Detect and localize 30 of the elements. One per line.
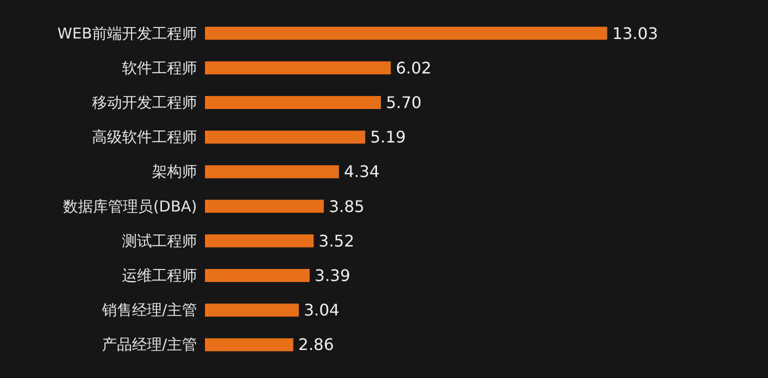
data-label: 5.19 [370, 128, 406, 147]
data-label: 13.03 [612, 24, 658, 43]
bar [205, 234, 314, 248]
data-label: 4.34 [344, 162, 380, 182]
y-tick-label: 测试工程师 [122, 232, 197, 250]
y-tick-label: 软件工程师 [122, 58, 197, 77]
data-label: 3.04 [304, 300, 340, 320]
data-label: 3.85 [328, 196, 364, 216]
bar [205, 338, 294, 352]
bar [205, 130, 366, 144]
y-tick-label: 运维工程师 [122, 266, 197, 284]
bar [205, 304, 299, 317]
data-label: 2.86 [298, 335, 334, 354]
y-tick-label: 产品经理/主管 [102, 336, 197, 354]
bar [205, 26, 608, 40]
bar [205, 269, 310, 282]
data-label: 3.52 [318, 231, 354, 250]
y-tick-label: 销售经理/主管 [100, 301, 197, 320]
data-label: 6.02 [396, 58, 432, 78]
data-label: 5.70 [386, 93, 422, 112]
bar [205, 200, 324, 213]
bar [205, 61, 391, 74]
y-tick-label: 数据库管理员(DBA) [63, 197, 197, 216]
y-tick-label: WEB前端开发工程师 [57, 24, 197, 42]
bar [205, 96, 381, 109]
data-label: 3.39 [314, 266, 350, 285]
y-tick-label: 架构师 [152, 162, 197, 181]
y-tick-label: 高级软件工程师 [92, 128, 197, 146]
y-tick-label: 移动开发工程师 [92, 94, 197, 112]
bar [205, 165, 339, 178]
